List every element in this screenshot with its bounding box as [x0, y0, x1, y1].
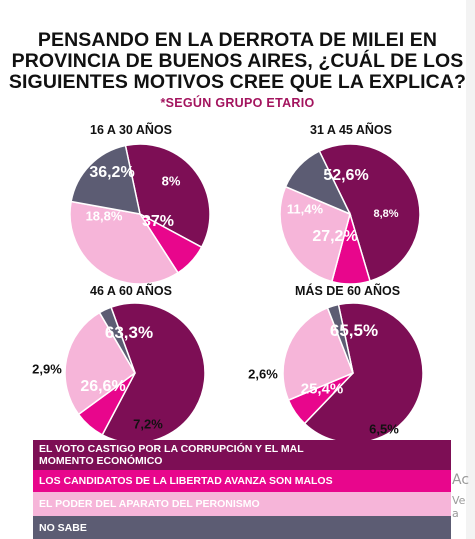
slice-label-aparato: 27,2%: [312, 228, 358, 245]
pie-slice-aparato: [279, 185, 351, 283]
pie-chart-46-60: [64, 302, 206, 444]
pie-title-16-30: 16 A 30 AÑOS: [90, 123, 172, 137]
slice-label-nosabe: 18,8%: [85, 208, 123, 224]
pie-title-31-45: 31 A 45 AÑOS: [310, 123, 392, 137]
slice-label-candidatos: 8,8%: [373, 208, 399, 220]
slice-label-candidatos: 6,5%: [369, 421, 399, 437]
legend-item-candidatos: LOS CANDIDATOS DE LA LIBERTAD AVANZA SON…: [33, 470, 451, 492]
slice-label-nosabe: 11,4%: [286, 201, 324, 217]
pie-slice-castigo: [124, 143, 211, 249]
pie-title-46-60: 46 A 60 AÑOS: [90, 284, 172, 298]
chart-title: PENSANDO EN LA DERROTA DE MILEI EN PROVI…: [0, 30, 475, 93]
legend-label: LOS CANDIDATOS DE LA LIBERTAD AVANZA SON…: [39, 475, 333, 487]
legend-label: MOMENTO ECONÓMICO: [39, 455, 163, 467]
chart-subtitle: *SEGÚN GRUPO ETARIO: [160, 96, 315, 110]
background-text: Ac: [452, 472, 470, 488]
legend: EL VOTO CASTIGO POR LA CORRUPCIÓN Y EL M…: [33, 440, 451, 539]
slice-label-aparato: 26,6%: [80, 378, 126, 395]
slice-label-aparato: 25,4%: [300, 380, 344, 398]
slice-label-castigo: 36,2%: [89, 164, 135, 181]
slice-label-nosabe: 2,9%: [32, 361, 62, 377]
legend-label: EL VOTO CASTIGO POR LA CORRUPCIÓN Y EL M…: [39, 443, 304, 455]
pie-chart-31-45: [279, 143, 421, 285]
title-line: PROVINCIA DE BUENOS AIRES, ¿CUÁL DE LOS: [11, 50, 464, 72]
legend-item-aparato: EL PODER DEL APARATO DEL PERONISMO: [33, 492, 451, 516]
slice-label-castigo: 65,5%: [329, 321, 379, 340]
pie-slice-nosabe: [326, 303, 354, 374]
pie-slice-aparato: [69, 200, 180, 285]
pie-slice-aparato: [64, 311, 136, 416]
pie-slice-nosabe: [98, 306, 136, 374]
background-text: Ve a: [452, 494, 466, 520]
pie-chart-16-30: [69, 143, 211, 285]
slice-label-candidatos: 8%: [161, 173, 181, 189]
title-line: SIGUIENTES MOTIVOS CREE QUE LA EXPLICA?: [8, 71, 467, 93]
pie-slice-nosabe: [284, 150, 352, 216]
pie-title-mas-60: MÁS DE 60 AÑOS: [295, 284, 401, 298]
slice-label-castigo: 52,6%: [323, 167, 369, 184]
slice-label-nosabe: 2,6%: [248, 366, 278, 382]
pie-slice-castigo: [318, 143, 421, 283]
slice-label-candidatos: 7,2%: [133, 416, 163, 432]
pie-chart-mas-60: [282, 302, 424, 444]
title-line: PENSANDO EN LA DERROTA DE MILEI EN: [37, 29, 438, 51]
legend-label: EL PODER DEL APARATO DEL PERONISMO: [39, 498, 260, 510]
slice-label-aparato: 37%: [141, 213, 175, 230]
slice-label-castigo: 63,3%: [104, 323, 154, 342]
legend-item-castigo: EL VOTO CASTIGO POR LA CORRUPCIÓN Y EL M…: [33, 440, 451, 470]
pie-slice-aparato: [282, 306, 354, 402]
legend-item-nosabe: NO SABE: [33, 516, 451, 539]
pie-slice-nosabe: [70, 144, 141, 215]
legend-label: NO SABE: [39, 522, 87, 534]
